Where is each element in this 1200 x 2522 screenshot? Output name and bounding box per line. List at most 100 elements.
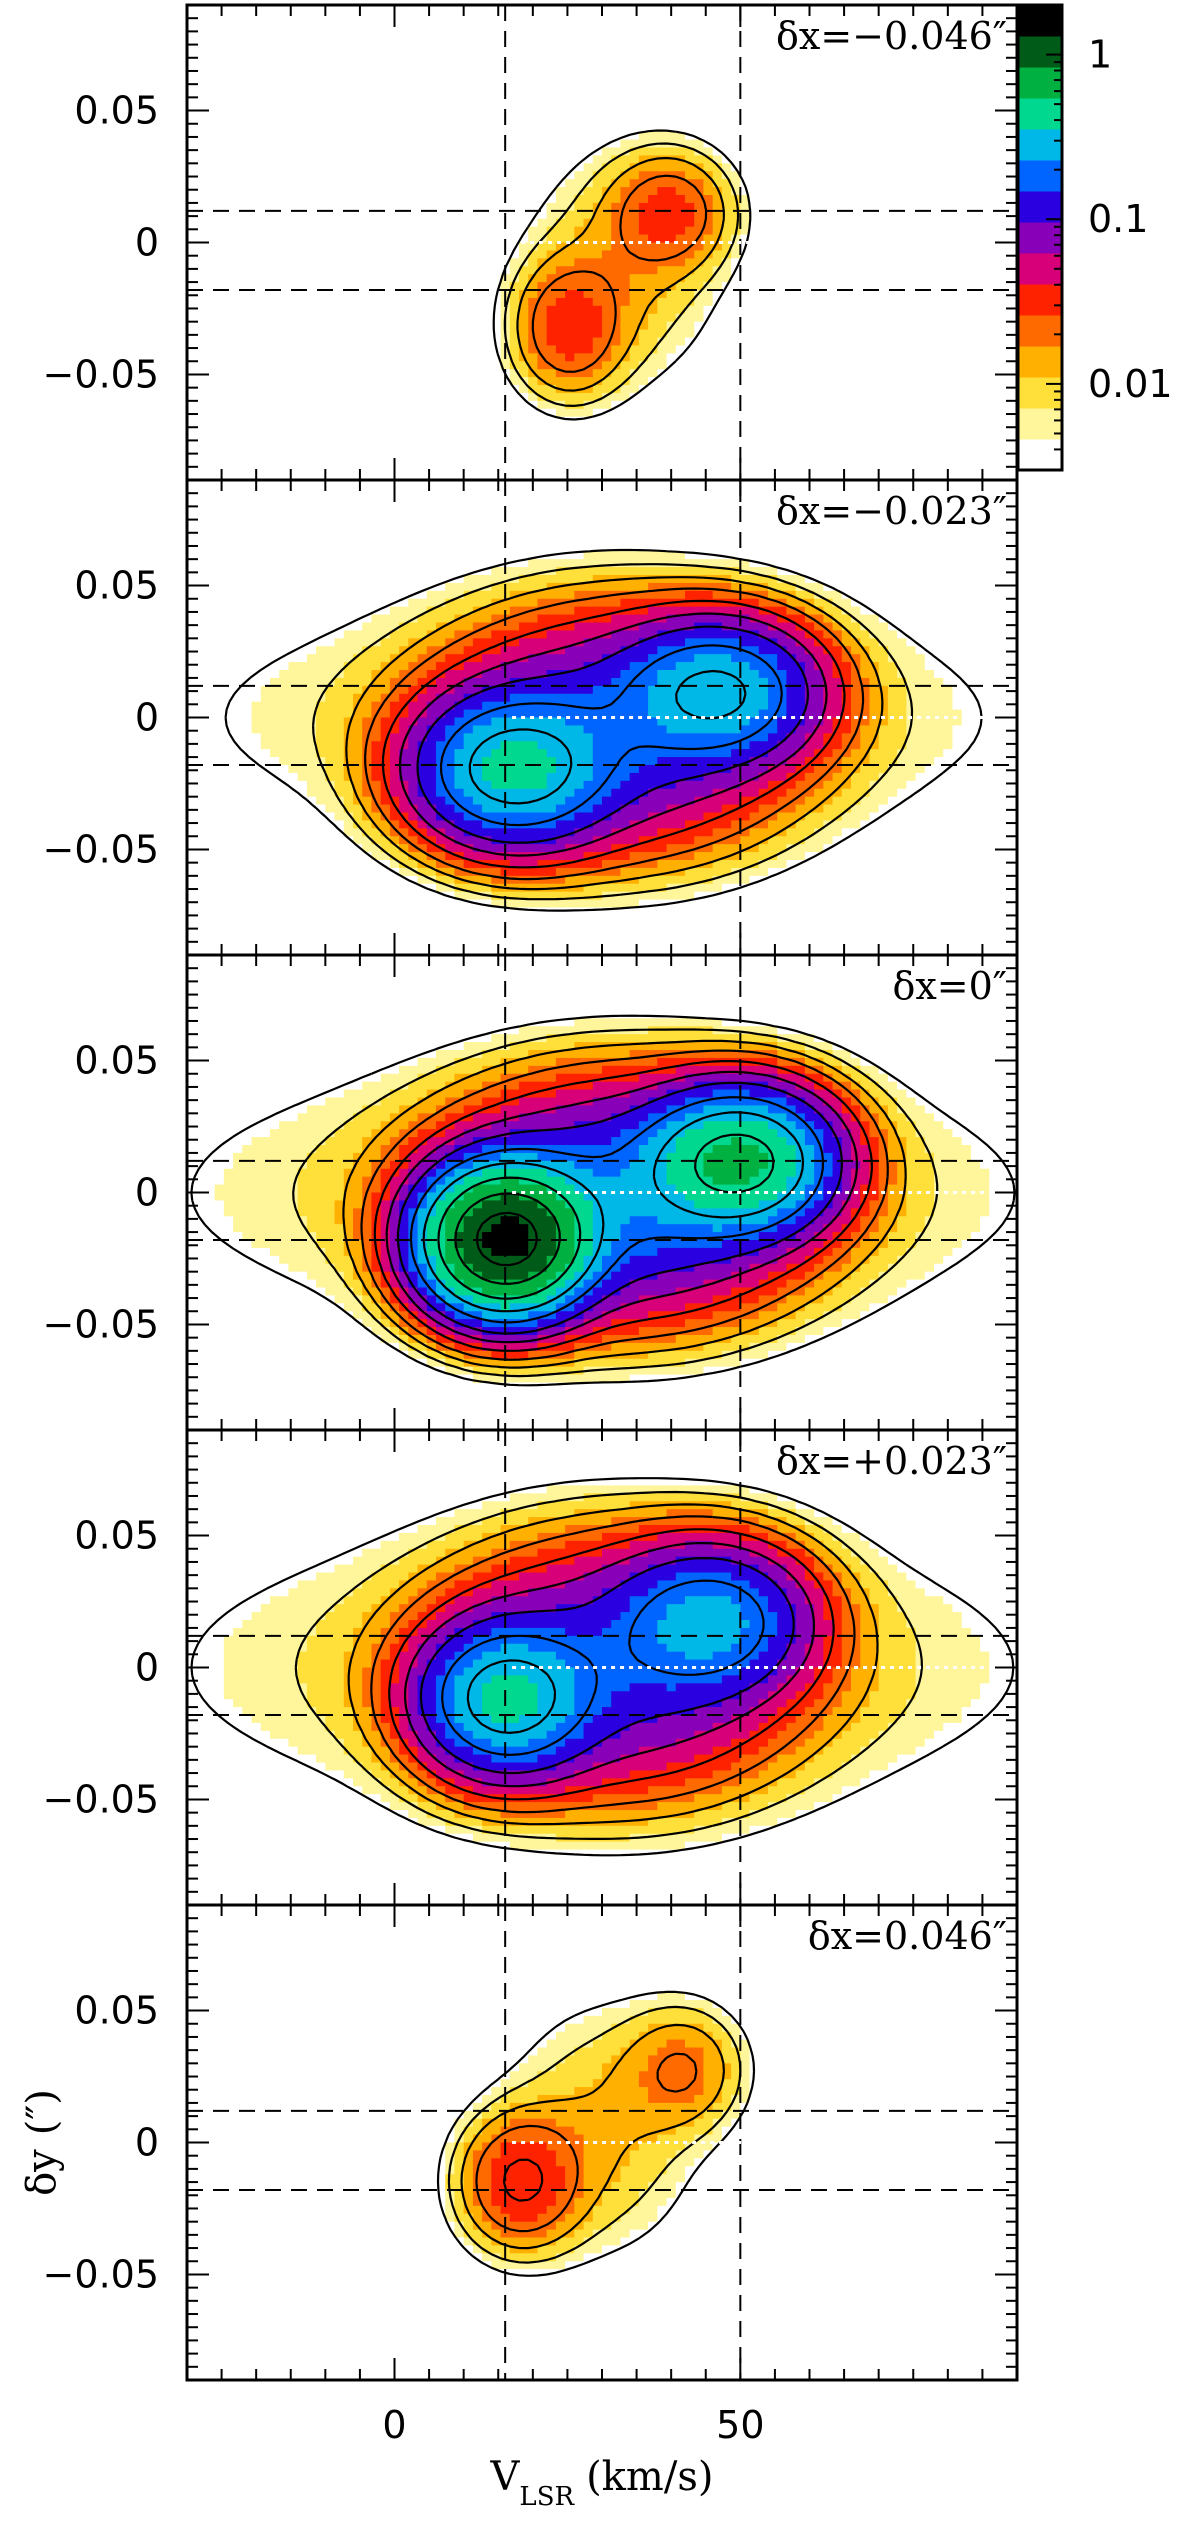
- pixel: [731, 590, 741, 600]
- pixel: [306, 701, 317, 711]
- pixel: [472, 1042, 483, 1051]
- pixel: [666, 836, 677, 845]
- pixel: [629, 812, 640, 822]
- pixel: [546, 400, 557, 410]
- pixel: [721, 1050, 732, 1059]
- pixel: [666, 765, 677, 774]
- pixel: [399, 836, 409, 845]
- pixel: [472, 1073, 483, 1083]
- pixel: [334, 804, 345, 814]
- pixel: [389, 677, 400, 687]
- pixel: [841, 828, 852, 837]
- pixel: [629, 234, 640, 244]
- pixel: [740, 820, 751, 829]
- pixel: [482, 567, 492, 576]
- pixel: [749, 709, 760, 719]
- pixel: [491, 788, 502, 798]
- pixel: [786, 788, 797, 798]
- pixel: [565, 606, 575, 616]
- pixel: [860, 638, 871, 647]
- pixel: [666, 337, 677, 347]
- pixel: [454, 701, 465, 711]
- pixel: [768, 598, 778, 608]
- pixel: [685, 1073, 695, 1083]
- pixel: [537, 796, 548, 806]
- pixel: [583, 630, 594, 639]
- pixel: [611, 1073, 622, 1083]
- pixel: [629, 1113, 640, 1122]
- pixel: [768, 820, 778, 829]
- pixel: [869, 1089, 880, 1099]
- pixel: [777, 590, 788, 600]
- pixel: [878, 1097, 889, 1107]
- pixel: [454, 788, 465, 798]
- pixel: [897, 693, 907, 703]
- pixel: [583, 796, 594, 806]
- pixel: [565, 1073, 575, 1083]
- pixel: [620, 171, 631, 180]
- pixel: [666, 709, 677, 719]
- pixel: [408, 733, 419, 742]
- pixel: [316, 614, 326, 624]
- pixel: [519, 266, 529, 275]
- pixel: [777, 717, 788, 727]
- pixel: [703, 1073, 714, 1083]
- pixel: [869, 757, 880, 766]
- pixel: [731, 1065, 741, 1075]
- pixel: [528, 765, 539, 774]
- pixel: [685, 1081, 695, 1091]
- pixel: [214, 685, 225, 695]
- pixel: [343, 741, 354, 750]
- pixel: [814, 1097, 824, 1107]
- pixel: [675, 242, 686, 252]
- pixel: [841, 1097, 852, 1107]
- pixel: [389, 590, 400, 600]
- pixel: [371, 757, 382, 766]
- pixel: [1007, 733, 1017, 742]
- pixel: [620, 638, 631, 647]
- pixel: [343, 812, 354, 822]
- pixel: [426, 1042, 437, 1051]
- pixel: [325, 828, 336, 837]
- pixel: [851, 804, 861, 814]
- pixel: [592, 733, 603, 742]
- pixel: [703, 155, 714, 164]
- y-tick-label: 0.05: [74, 89, 159, 133]
- pixel: [602, 313, 612, 323]
- pixel: [519, 551, 529, 560]
- pixel: [685, 701, 695, 711]
- pixel: [445, 796, 456, 806]
- pixel: [648, 891, 658, 901]
- pixel: [334, 1121, 345, 1130]
- pixel: [980, 709, 990, 719]
- pixel: [491, 685, 502, 695]
- pixel: [454, 670, 465, 679]
- pixel: [371, 812, 382, 822]
- pixel: [869, 1121, 880, 1130]
- pixel: [611, 408, 622, 418]
- pixel: [583, 202, 594, 212]
- pixel: [574, 788, 585, 798]
- pixel: [657, 820, 668, 829]
- pixel: [574, 369, 585, 378]
- pixel: [638, 899, 649, 909]
- pixel: [620, 622, 631, 632]
- pixel: [288, 709, 299, 719]
- pixel: [740, 195, 751, 204]
- pixel: [574, 266, 585, 275]
- pixel: [445, 1113, 456, 1122]
- pixel: [712, 630, 723, 639]
- pixel: [694, 598, 705, 608]
- pixel: [685, 567, 695, 576]
- pixel: [740, 1097, 751, 1107]
- pixel: [804, 765, 815, 774]
- pixel: [675, 218, 686, 228]
- pixel: [611, 1121, 622, 1130]
- pixel: [325, 757, 336, 766]
- pixel: [297, 733, 308, 742]
- pixel: [334, 638, 345, 647]
- pixel: [463, 1057, 474, 1067]
- pixel: [712, 891, 723, 901]
- pixel: [472, 598, 483, 608]
- pixel: [583, 147, 594, 157]
